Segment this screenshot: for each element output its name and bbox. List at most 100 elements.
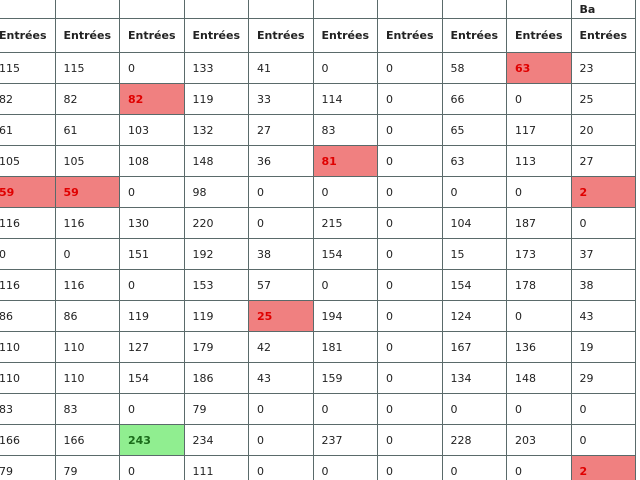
- group-header-cell: [54, 0, 120, 19]
- table-cell: 116: [54, 269, 120, 301]
- table-cell: 192: [183, 238, 249, 270]
- table-cell: 237: [312, 424, 378, 456]
- table-cell: 154: [441, 269, 507, 301]
- table-cell: 0: [441, 393, 507, 425]
- table-row: 166 166 243 234 0 237 0 228 203 0: [0, 424, 636, 456]
- table-cell: 0: [570, 207, 636, 239]
- highlighted-cell: 2: [570, 176, 636, 208]
- table-cell: 15: [441, 238, 507, 270]
- table-cell: 154: [312, 238, 378, 270]
- table-cell: 0: [377, 424, 443, 456]
- table-cell: 86: [0, 300, 56, 332]
- table-cell: 154: [119, 362, 185, 394]
- table-cell: 0: [506, 176, 572, 208]
- table-cell: 0: [506, 455, 572, 480]
- table-cell: 0: [119, 176, 185, 208]
- table-cell: 0: [377, 83, 443, 115]
- table-cell: 82: [0, 83, 56, 115]
- table-cell: 19: [570, 331, 636, 363]
- table-cell: 178: [506, 269, 572, 301]
- table-cell: 0: [377, 393, 443, 425]
- table-cell: 116: [54, 207, 120, 239]
- column-header: Entrées: [183, 18, 249, 53]
- table-cell: 0: [248, 424, 314, 456]
- table-cell: 110: [54, 331, 120, 363]
- table-cell: 0: [506, 300, 572, 332]
- table-row: 86 86 119 119 25 194 0 124 0 43: [0, 300, 636, 332]
- column-header: Entrées: [54, 18, 120, 53]
- table-row: 110 110 127 179 42 181 0 167 136 19: [0, 331, 636, 363]
- table-cell: 133: [183, 52, 249, 84]
- column-header: Entrées: [0, 18, 56, 53]
- table-cell: 41: [248, 52, 314, 84]
- table-cell: 27: [248, 114, 314, 146]
- table-cell: 27: [570, 145, 636, 177]
- table-cell: 104: [441, 207, 507, 239]
- table-cell: 115: [0, 52, 56, 84]
- column-header: Entrées: [441, 18, 507, 53]
- table-cell: 38: [570, 269, 636, 301]
- table-cell: 136: [506, 331, 572, 363]
- table-cell: 79: [0, 455, 56, 480]
- table-cell: 82: [54, 83, 120, 115]
- table-cell: 148: [506, 362, 572, 394]
- highlighted-cell: 59: [54, 176, 120, 208]
- table-cell: 0: [377, 238, 443, 270]
- table-cell: 65: [441, 114, 507, 146]
- table-cell: 0: [377, 207, 443, 239]
- table-cell: 105: [54, 145, 120, 177]
- table-cell: 20: [570, 114, 636, 146]
- table-row: 115 115 0 133 41 0 0 58 63 23: [0, 52, 636, 84]
- table-cell: 0: [377, 52, 443, 84]
- table-cell: 0: [506, 393, 572, 425]
- table-cell: 98: [183, 176, 249, 208]
- table-cell: 0: [377, 114, 443, 146]
- table-cell: 38: [248, 238, 314, 270]
- table-cell: 0: [248, 455, 314, 480]
- table-cell: 29: [570, 362, 636, 394]
- column-header: Entrées: [377, 18, 443, 53]
- group-header-cell: [248, 0, 314, 19]
- table-cell: 0: [377, 300, 443, 332]
- table-cell: 228: [441, 424, 507, 456]
- table-row: 83 83 0 79 0 0 0 0 0 0: [0, 393, 636, 425]
- table-cell: 110: [54, 362, 120, 394]
- table-cell: 215: [312, 207, 378, 239]
- group-header-cell: [119, 0, 185, 19]
- table-cell: 167: [441, 331, 507, 363]
- table-cell: 0: [377, 269, 443, 301]
- table-cell: 116: [0, 207, 56, 239]
- table-cell: 0: [119, 393, 185, 425]
- table-cell: 151: [119, 238, 185, 270]
- group-header-cell: [441, 0, 507, 19]
- table-cell: 0: [248, 207, 314, 239]
- table-row: 79 79 0 111 0 0 0 0 0 2: [0, 455, 636, 480]
- table-cell: 0: [119, 455, 185, 480]
- table-cell: 61: [0, 114, 56, 146]
- table-cell: 110: [0, 362, 56, 394]
- table-cell: 0: [377, 331, 443, 363]
- table-cell: 79: [54, 455, 120, 480]
- table-cell: 117: [506, 114, 572, 146]
- table-cell: 83: [54, 393, 120, 425]
- table-cell: 194: [312, 300, 378, 332]
- table-cell: 0: [570, 424, 636, 456]
- highlighted-cell: 82: [119, 83, 185, 115]
- table-cell: 57: [248, 269, 314, 301]
- table-cell: 61: [54, 114, 120, 146]
- column-header: Entrées: [506, 18, 572, 53]
- table-cell: 116: [0, 269, 56, 301]
- table-cell: 103: [119, 114, 185, 146]
- table-cell: 0: [312, 52, 378, 84]
- table-cell: 220: [183, 207, 249, 239]
- table-cell: 0: [441, 176, 507, 208]
- table-cell: 0: [119, 269, 185, 301]
- column-header: Entrées: [570, 18, 636, 53]
- table-cell: 0: [312, 176, 378, 208]
- table-row: 82 82 82 119 33 114 0 66 0 25: [0, 83, 636, 115]
- table-cell: 159: [312, 362, 378, 394]
- table-cell: 86: [54, 300, 120, 332]
- table-row: 59 59 0 98 0 0 0 0 0 2: [0, 176, 636, 208]
- table-cell: 0: [441, 455, 507, 480]
